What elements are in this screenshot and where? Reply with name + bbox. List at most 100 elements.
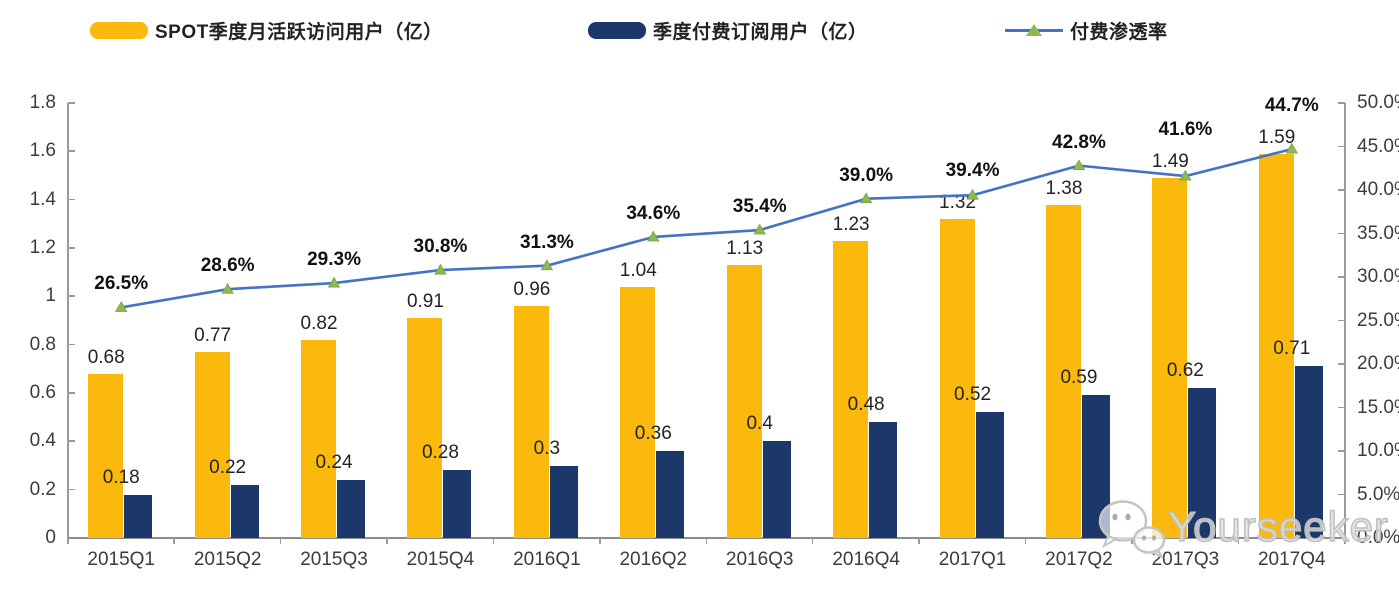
left-axis-line: [67, 103, 69, 539]
bar-paid: [1294, 366, 1323, 538]
x-axis-tick: [1344, 538, 1346, 544]
x-axis-tick: [1024, 538, 1027, 544]
line-marker: [221, 282, 234, 294]
y-axis-tick-label-left: 1.6: [29, 140, 56, 162]
x-axis-tick: [1237, 538, 1240, 544]
legend-swatch-mau: [90, 21, 148, 39]
y-axis-tick-label-left: 0.2: [29, 478, 56, 500]
y-axis-tick-label-left: 1.4: [29, 188, 56, 210]
y-axis-tick-label-left: 0: [45, 527, 56, 548]
bar-mau: [301, 339, 337, 538]
bar-label-mau: 1.38: [1045, 177, 1083, 199]
bar-label-paid: 0.52: [954, 384, 992, 406]
y-axis-tick-label-right: 0.0%: [1357, 527, 1399, 548]
y-axis-tick-label-right: 40.0%: [1357, 179, 1399, 200]
bar-label-paid: 0.59: [1060, 367, 1098, 389]
penetration-rate-label: 41.6%: [1158, 118, 1213, 140]
bar-paid: [975, 412, 1004, 538]
bar-label-mau: 0.68: [87, 346, 125, 368]
bar-label-paid: 0.48: [847, 394, 885, 415]
y-axis-tick-left: [68, 150, 75, 152]
bar-label-mau: 1.04: [619, 259, 657, 281]
x-axis-category-label: 2017Q4: [1257, 549, 1326, 570]
bar-paid: [443, 470, 472, 538]
x-axis-category-label: 2015Q2: [193, 549, 262, 570]
x-axis-tick: [811, 538, 814, 544]
x-axis-category-label: 2015Q3: [300, 549, 368, 570]
y-axis-tick-left: [68, 102, 75, 104]
y-axis-tick-right: [1338, 145, 1345, 147]
y-axis-tick-right: [1338, 232, 1345, 234]
x-axis-tick: [386, 538, 388, 544]
y-axis-tick-label-right: 35.0%: [1357, 222, 1399, 244]
bar-mau: [88, 373, 124, 538]
bar-label-mau: 1.49: [1151, 150, 1189, 172]
x-axis-tick: [918, 538, 920, 544]
x-axis-tick: [173, 538, 175, 544]
bar-label-paid: 0.71: [1273, 338, 1311, 360]
bar-label-paid: 0.28: [421, 442, 459, 464]
bar-label-paid: 0.18: [102, 466, 140, 488]
y-axis-tick-label-right: 25.0%: [1357, 309, 1399, 331]
y-axis-tick-label-right: 45.0%: [1357, 135, 1399, 157]
bar-paid: [230, 484, 259, 538]
legend-item-paid: 季度付费订阅用户（亿）: [588, 18, 868, 43]
y-axis-tick-right: [1338, 276, 1345, 278]
bar-paid: [869, 422, 898, 538]
x-axis-category-label: 2016Q1: [513, 549, 581, 570]
x-axis-tick: [599, 538, 601, 544]
bar-paid: [549, 465, 578, 538]
penetration-rate-label: 39.0%: [839, 164, 894, 186]
x-axis-category-label: 2017Q2: [1045, 549, 1113, 570]
line-marker: [859, 192, 873, 204]
y-axis-tick-label-right: 20.0%: [1357, 353, 1399, 374]
right-axis-line: [1344, 103, 1346, 539]
x-axis-category-label: 2017Q3: [1151, 549, 1220, 570]
x-axis-category-label: 2017Q1: [938, 549, 1007, 570]
bar-label-paid: 0.22: [209, 456, 247, 478]
x-axis-category-label: 2016Q4: [832, 549, 900, 570]
legend-item-mau: SPOT季度月活跃访问用户（亿）: [90, 18, 443, 43]
y-axis-tick-label-right: 5.0%: [1357, 483, 1399, 505]
line-marker: [647, 230, 660, 242]
line-marker: [540, 259, 554, 271]
y-axis-tick-right: [1338, 450, 1345, 452]
line-marker: [753, 223, 766, 235]
penetration-rate-label: 29.3%: [307, 249, 361, 271]
legend-item-penetration: 付费渗透率: [1005, 18, 1168, 43]
bar-label-paid: 0.62: [1166, 360, 1204, 382]
legend-label-mau: SPOT季度月活跃访问用户（亿）: [155, 21, 443, 43]
y-axis-tick-label-left: 0.8: [29, 333, 56, 355]
y-axis-tick-left: [68, 198, 75, 201]
penetration-rate-label: 44.7%: [1264, 94, 1319, 116]
x-axis-tick: [705, 538, 707, 544]
bar-mau: [1152, 177, 1188, 538]
y-axis-tick-right: [1338, 493, 1345, 495]
bar-label-mau: 1.13: [726, 237, 764, 259]
bar-paid: [656, 451, 685, 538]
penetration-rate-label: 34.6%: [626, 202, 681, 224]
y-axis-tick-label-left: 1: [45, 285, 56, 307]
bar-label-mau: 1.23: [832, 213, 870, 235]
bar-mau: [726, 264, 762, 538]
penetration-rate-label: 30.8%: [413, 236, 468, 258]
y-axis-tick-right: [1338, 363, 1345, 365]
line-marker: [115, 301, 128, 312]
y-axis-tick-left: [68, 247, 75, 249]
y-axis-tick-label-right: 30.0%: [1357, 266, 1399, 287]
x-axis-category-label: 2016Q3: [725, 549, 794, 570]
y-axis-tick-label-left: 0.4: [29, 430, 56, 452]
penetration-rate-label: 39.4%: [945, 160, 1000, 181]
bar-mau: [194, 351, 230, 538]
penetration-rate-label: 28.6%: [200, 255, 255, 277]
y-axis-tick-right: [1338, 319, 1345, 321]
x-axis-tick: [67, 538, 69, 544]
line-marker: [327, 276, 341, 288]
legend-line-marker-icon: [1005, 22, 1063, 39]
y-axis-tick-right: [1338, 189, 1345, 191]
bar-mau: [939, 219, 975, 538]
bar-label-paid: 0.4: [746, 413, 773, 435]
bar-label-mau: 0.82: [300, 312, 338, 334]
bar-mau: [513, 306, 549, 538]
